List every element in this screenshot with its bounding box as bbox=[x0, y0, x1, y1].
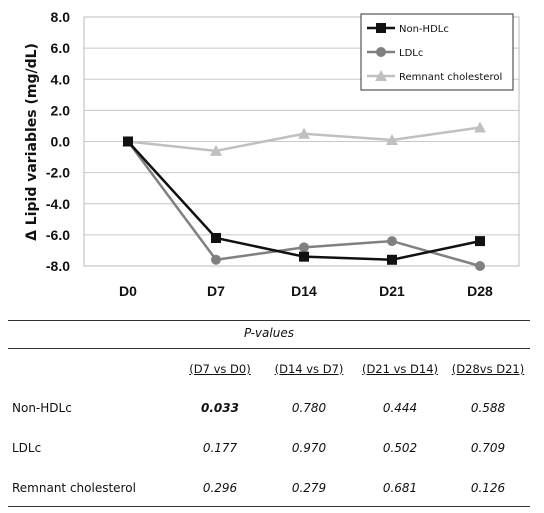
p-value-cell: 0.279 bbox=[291, 481, 327, 495]
p-value-cell: 0.970 bbox=[291, 441, 327, 455]
table-top-rule bbox=[8, 320, 530, 321]
column-header: (D7 vs D0) bbox=[189, 362, 251, 376]
column-header: (D14 vs D7) bbox=[274, 362, 344, 376]
legend: Non-HDLc LDLc Remnant cholesterol bbox=[360, 13, 514, 91]
p-value-cell: 0.780 bbox=[291, 401, 327, 415]
y-tick-label: -8.0 bbox=[46, 258, 70, 274]
p-value-cell: 0.177 bbox=[202, 441, 238, 455]
plot-area-border bbox=[83, 16, 520, 267]
table-header-rule bbox=[8, 348, 530, 349]
legend-label: Non-HDLc bbox=[399, 24, 449, 35]
data-point bbox=[475, 261, 485, 271]
legend-label: LDLc bbox=[399, 48, 423, 59]
p-value-cell: 0.709 bbox=[470, 441, 506, 455]
table-bottom-rule bbox=[8, 506, 530, 507]
data-point bbox=[210, 144, 222, 156]
row-label: Remnant cholesterol bbox=[12, 481, 136, 495]
legend-marker bbox=[376, 23, 386, 33]
y-axis-label: Δ Lipid variables (mg/dL) bbox=[24, 43, 40, 241]
p-value-cell: 0.033 bbox=[201, 401, 239, 415]
row-label: Non-HDLc bbox=[12, 401, 72, 415]
p-value-cell: 0.681 bbox=[382, 481, 418, 495]
y-tick-label: 6.0 bbox=[51, 40, 71, 56]
p-value-cell: 0.296 bbox=[202, 481, 238, 495]
x-tick-label: D7 bbox=[207, 283, 225, 299]
series-non-hdlc bbox=[123, 136, 485, 265]
x-axis-ticks: D0 D7 D14 D21 D28 bbox=[119, 283, 493, 299]
data-point bbox=[387, 254, 397, 265]
y-tick-label: -4.0 bbox=[46, 196, 70, 212]
series-line bbox=[127, 140, 481, 262]
y-tick-label: -6.0 bbox=[46, 227, 70, 243]
legend-label: Remnant cholesterol bbox=[399, 72, 502, 83]
data-point bbox=[123, 136, 133, 147]
column-header: (D21 vs D14) bbox=[361, 362, 439, 376]
data-point bbox=[298, 127, 310, 139]
data-point bbox=[299, 242, 309, 253]
y-tick-label: 0.0 bbox=[51, 134, 71, 150]
x-tick-label: D28 bbox=[467, 283, 493, 299]
data-point bbox=[474, 121, 486, 133]
y-tick-label: 4.0 bbox=[51, 71, 71, 87]
table-title: P-values bbox=[244, 326, 294, 340]
row-label: LDLc bbox=[12, 441, 42, 455]
p-value-cell: 0.126 bbox=[470, 481, 506, 495]
legend-marker bbox=[375, 70, 387, 81]
x-tick-label: D0 bbox=[119, 283, 137, 299]
line-chart: 8.06.04.02.00.0-2.0-4.0-6.0-8.0 D0 D7 D14 D… bbox=[24, 9, 520, 299]
legend-marker bbox=[376, 47, 386, 57]
series-layer bbox=[122, 121, 486, 271]
data-point bbox=[211, 254, 221, 265]
data-point bbox=[386, 133, 398, 145]
y-tick-label: -2.0 bbox=[46, 165, 70, 181]
p-value-cell: 0.444 bbox=[382, 401, 418, 415]
column-header: (D28vs D21) bbox=[451, 362, 525, 376]
data-point bbox=[475, 236, 485, 247]
p-value-cell: 0.588 bbox=[470, 401, 506, 415]
y-tick-label: 8.0 bbox=[51, 9, 71, 25]
y-axis-ticks: 8.0 6.0 4.0 2.0 0.0 -2.0 -4.0 -6.0 -8.0 bbox=[46, 9, 70, 274]
data-point bbox=[387, 236, 397, 247]
data-point bbox=[299, 251, 309, 262]
series-remnant-cholesterol bbox=[122, 121, 486, 156]
y-tick-label: 2.0 bbox=[51, 102, 71, 118]
data-point bbox=[211, 232, 221, 243]
p-value-cell: 0.502 bbox=[382, 441, 418, 455]
x-tick-label: D14 bbox=[291, 283, 317, 299]
x-tick-label: D21 bbox=[379, 283, 405, 299]
